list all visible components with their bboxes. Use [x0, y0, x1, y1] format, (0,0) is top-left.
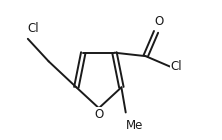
Text: O: O	[154, 15, 163, 28]
Text: O: O	[94, 108, 103, 121]
Text: Me: Me	[126, 119, 143, 132]
Text: Cl: Cl	[171, 60, 182, 73]
Text: Cl: Cl	[28, 22, 40, 35]
